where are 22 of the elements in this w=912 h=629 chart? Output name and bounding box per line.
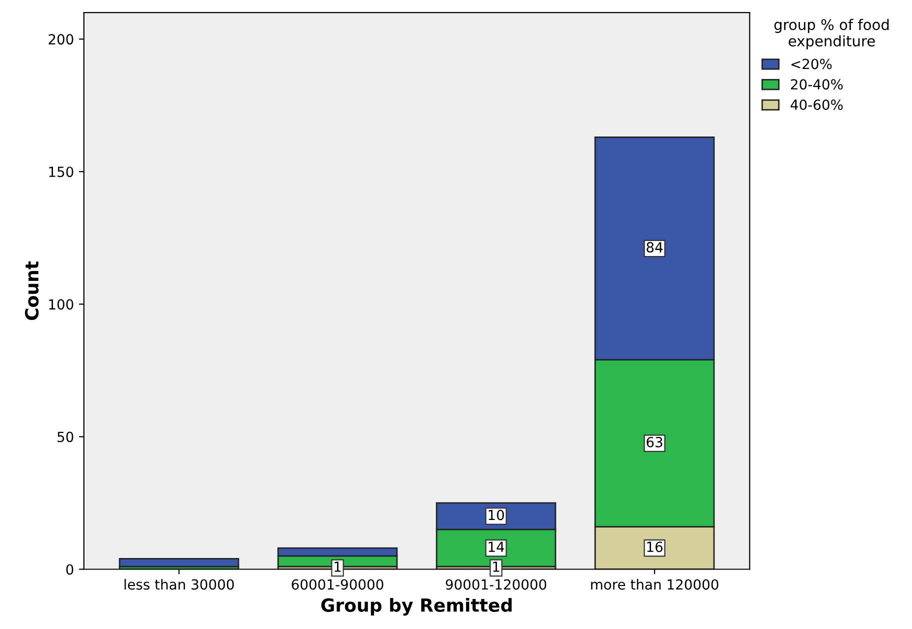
legend-label: 20-40% — [790, 79, 843, 90]
y-axis-title: Count — [24, 261, 39, 320]
data-label: 1 — [493, 562, 500, 572]
data-label: 14 — [488, 542, 504, 552]
x-tick-label: 60001-90000 — [292, 579, 384, 590]
x-tick-label: more than 120000 — [591, 578, 718, 590]
x-axis-title: Group by Remitted — [321, 598, 512, 616]
y-tick-label: 200 — [48, 34, 74, 45]
data-label: 1 — [334, 562, 341, 572]
data-label: 84 — [646, 242, 663, 253]
y-tick-label: 0 — [66, 564, 74, 575]
legend-title: group % of food expenditure — [774, 18, 889, 50]
y-tick-label: 150 — [49, 166, 74, 178]
legend-label: 40-60% — [790, 100, 843, 110]
legend-label: <20% — [791, 58, 832, 70]
y-tick-label: 100 — [49, 299, 74, 310]
x-tick-label: 90001-120000 — [446, 579, 546, 590]
data-label: 16 — [647, 542, 663, 552]
data-label: 63 — [646, 436, 662, 448]
y-tick-label: 50 — [58, 432, 74, 442]
data-label: 10 — [488, 510, 504, 520]
x-tick-label: less than 30000 — [124, 578, 234, 590]
